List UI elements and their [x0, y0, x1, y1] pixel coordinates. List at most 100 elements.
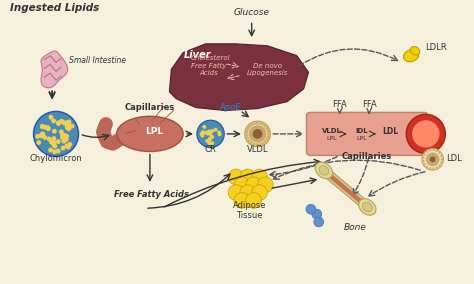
Polygon shape	[170, 44, 309, 110]
Ellipse shape	[410, 47, 419, 55]
Circle shape	[202, 125, 206, 129]
Circle shape	[210, 141, 214, 145]
Circle shape	[68, 124, 73, 129]
Circle shape	[52, 144, 57, 149]
Text: LDLR: LDLR	[425, 43, 447, 52]
Circle shape	[248, 126, 251, 129]
Circle shape	[265, 127, 268, 130]
Text: LPL: LPL	[145, 128, 163, 136]
Circle shape	[246, 134, 248, 137]
Circle shape	[61, 146, 65, 151]
Circle shape	[426, 166, 428, 168]
Circle shape	[67, 142, 73, 147]
Circle shape	[60, 133, 65, 137]
Circle shape	[266, 130, 269, 132]
Circle shape	[197, 120, 224, 148]
Text: Capillaries: Capillaries	[342, 152, 392, 161]
Text: Liver: Liver	[184, 50, 211, 60]
Circle shape	[56, 121, 61, 126]
Circle shape	[51, 142, 56, 147]
Circle shape	[42, 135, 47, 140]
Circle shape	[59, 130, 64, 134]
Text: LDL: LDL	[447, 154, 462, 163]
FancyBboxPatch shape	[307, 112, 428, 155]
Circle shape	[201, 131, 206, 135]
Circle shape	[66, 126, 71, 131]
Circle shape	[52, 136, 56, 141]
Text: ApoE: ApoE	[219, 103, 241, 112]
Circle shape	[246, 137, 249, 140]
Circle shape	[210, 129, 214, 133]
Circle shape	[214, 128, 218, 131]
Circle shape	[209, 132, 212, 136]
Circle shape	[56, 139, 61, 144]
Circle shape	[208, 137, 212, 140]
Text: CR: CR	[205, 145, 217, 154]
Circle shape	[250, 141, 253, 144]
Circle shape	[406, 114, 446, 153]
Circle shape	[64, 143, 69, 148]
Circle shape	[208, 138, 212, 142]
Text: IDL: IDL	[355, 128, 367, 134]
Text: VLDL: VLDL	[247, 145, 268, 154]
Circle shape	[39, 133, 44, 138]
Circle shape	[412, 120, 439, 148]
Circle shape	[217, 131, 221, 134]
Circle shape	[429, 149, 431, 152]
Circle shape	[62, 133, 67, 138]
Circle shape	[52, 149, 57, 154]
Circle shape	[422, 160, 425, 162]
Circle shape	[228, 169, 244, 185]
Circle shape	[264, 140, 266, 143]
Circle shape	[64, 137, 69, 142]
Circle shape	[64, 123, 69, 128]
Circle shape	[205, 131, 209, 135]
Circle shape	[245, 121, 270, 147]
Circle shape	[255, 122, 258, 125]
Circle shape	[218, 132, 221, 136]
Circle shape	[56, 149, 61, 153]
Circle shape	[432, 168, 435, 170]
Circle shape	[306, 204, 316, 214]
Circle shape	[64, 120, 69, 125]
Text: Ingested Lipids: Ingested Lipids	[10, 3, 99, 13]
Circle shape	[246, 131, 248, 134]
Circle shape	[48, 148, 53, 153]
Text: Glucose: Glucose	[234, 8, 270, 16]
Circle shape	[441, 158, 443, 160]
Text: FFA: FFA	[332, 99, 347, 108]
Circle shape	[424, 153, 426, 156]
Circle shape	[40, 124, 45, 129]
Circle shape	[234, 177, 250, 193]
Circle shape	[424, 163, 426, 165]
Ellipse shape	[117, 116, 183, 152]
Circle shape	[441, 158, 443, 160]
Circle shape	[64, 134, 69, 139]
Circle shape	[250, 124, 253, 127]
Circle shape	[264, 125, 266, 128]
Circle shape	[261, 142, 264, 145]
Circle shape	[246, 193, 262, 208]
Circle shape	[59, 119, 64, 124]
Circle shape	[51, 118, 56, 123]
Polygon shape	[41, 51, 68, 88]
Circle shape	[248, 139, 251, 142]
Ellipse shape	[403, 49, 419, 62]
Polygon shape	[326, 171, 366, 206]
Circle shape	[210, 135, 214, 139]
Ellipse shape	[359, 199, 376, 215]
Polygon shape	[321, 167, 370, 210]
Circle shape	[234, 193, 250, 208]
Text: Free Fatty
Acids: Free Fatty Acids	[191, 63, 227, 76]
Circle shape	[201, 130, 205, 134]
Circle shape	[65, 125, 70, 130]
Circle shape	[266, 135, 269, 138]
Circle shape	[49, 140, 54, 145]
Circle shape	[35, 134, 40, 139]
Circle shape	[46, 125, 50, 130]
Circle shape	[240, 185, 255, 201]
Circle shape	[430, 156, 436, 162]
Circle shape	[314, 217, 324, 227]
Circle shape	[46, 126, 51, 131]
Text: Adipose
Tissue: Adipose Tissue	[233, 201, 266, 220]
